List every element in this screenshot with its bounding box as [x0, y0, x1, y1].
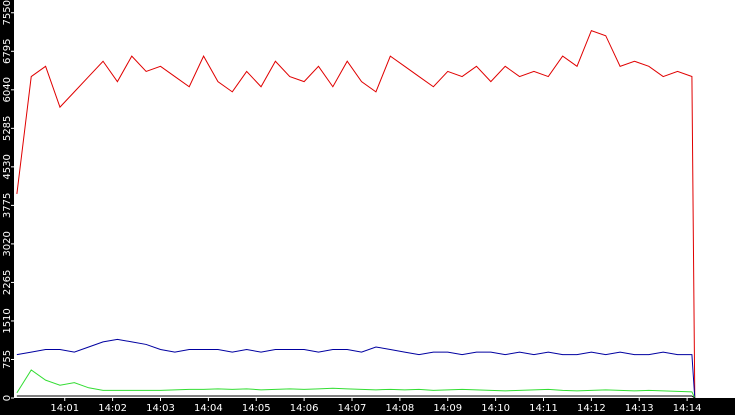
x-tick-label: 14:05 [242, 403, 271, 414]
y-tick-label: 5285 [2, 116, 13, 141]
x-tick-label: 14:11 [529, 403, 558, 414]
y-tick-label: 6040 [2, 77, 13, 102]
x-axis-strip [0, 398, 735, 415]
x-tick-label: 14:10 [481, 403, 510, 414]
y-axis-strip [0, 0, 14, 415]
x-tick-label: 14:03 [146, 403, 175, 414]
x-tick-label: 14:06 [290, 403, 319, 414]
series-line [16, 29, 696, 399]
y-tick-label: 0 [2, 395, 13, 401]
y-tick-label: 4530 [2, 154, 13, 179]
y-tick-label: 6795 [2, 39, 13, 64]
y-tick-label: 7550 [2, 0, 13, 25]
x-tick-label: 14:13 [625, 403, 654, 414]
x-tick-label: 14:01 [50, 403, 79, 414]
y-tick-label: 755 [2, 350, 13, 369]
x-tick-label: 14:09 [433, 403, 462, 414]
series-line [16, 395, 696, 399]
x-tick-label: 14:02 [98, 403, 127, 414]
y-tick-label: 3020 [2, 231, 13, 256]
x-tick-label: 14:14 [673, 403, 702, 414]
y-tick-label: 3775 [2, 193, 13, 218]
x-tick-label: 14:07 [338, 403, 367, 414]
series-line [16, 338, 696, 399]
x-tick-label: 14:04 [194, 403, 223, 414]
y-tick-label: 2265 [2, 270, 13, 295]
series-line [16, 369, 696, 399]
y-tick-label: 1510 [2, 308, 13, 333]
x-tick-label: 14:12 [577, 403, 606, 414]
x-tick-label: 14:08 [385, 403, 414, 414]
